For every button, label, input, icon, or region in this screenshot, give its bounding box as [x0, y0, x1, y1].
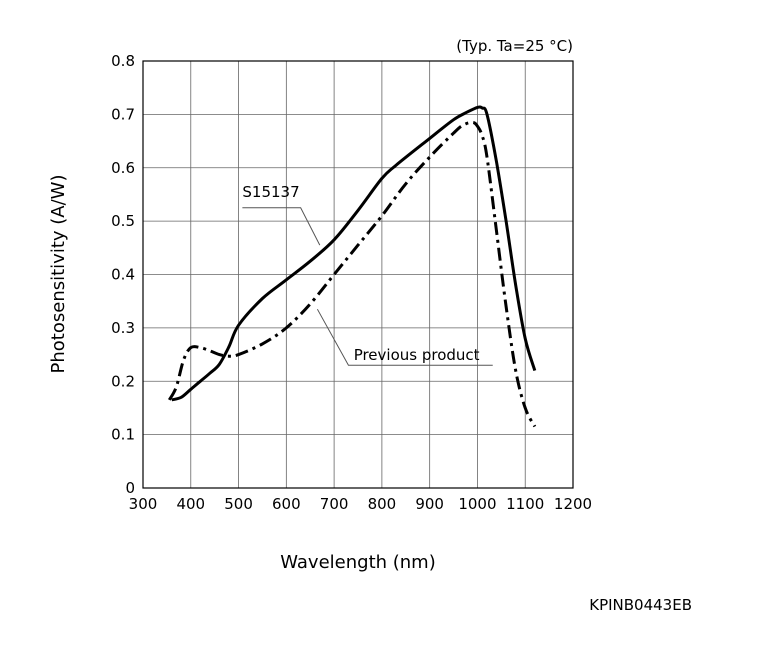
- x-tick-label: 1000: [458, 495, 496, 513]
- x-tick-label: 500: [224, 495, 253, 513]
- annotation-previous-product-leader: [316, 308, 493, 366]
- series-lines: [167, 105, 537, 428]
- series-line-s15137: [171, 105, 537, 402]
- plot-frame: [142, 60, 574, 489]
- x-tick-label: 600: [272, 495, 301, 513]
- y-tick-label: 0.1: [111, 426, 135, 444]
- y-tick-label: 0.4: [111, 266, 135, 284]
- y-tick-label: 0.7: [111, 105, 135, 123]
- x-tick-label: 800: [368, 495, 397, 513]
- x-tick-label: 400: [176, 495, 205, 513]
- y-tick-label: 0.3: [111, 319, 135, 337]
- y-tick-label: 0.2: [111, 372, 135, 390]
- x-tick-label: 1100: [506, 495, 544, 513]
- annotation-s15137: S15137: [242, 183, 299, 201]
- annotations: S15137 Previous product: [242, 183, 493, 366]
- x-tick-labels: 300 400 500 600 700 800 900 1000 1100 1200: [129, 495, 592, 513]
- condition-note: (Typ. Ta=25 °C): [456, 37, 573, 55]
- grid: [143, 61, 573, 488]
- y-tick-label: 0.5: [111, 212, 135, 230]
- document-code: KPINB0443EB: [589, 596, 692, 614]
- x-axis-label: Wavelength (nm): [280, 552, 436, 573]
- annotation-s15137-leader: [242, 207, 321, 246]
- annotation-previous-product: Previous product: [354, 346, 480, 364]
- x-tick-label: 700: [320, 495, 349, 513]
- y-tick-label: 0.6: [111, 159, 135, 177]
- series-line-previous-product: [167, 120, 537, 428]
- y-tick-label: 0: [125, 479, 135, 497]
- y-tick-labels: 0 0.1 0.2 0.3 0.4 0.5 0.6 0.7 0.8: [111, 52, 135, 497]
- x-tick-label: 1200: [554, 495, 592, 513]
- x-tick-label: 300: [129, 495, 158, 513]
- y-axis-label: Photosensitivity (A/W): [48, 175, 69, 374]
- y-tick-label: 0.8: [111, 52, 135, 70]
- x-tick-label: 900: [415, 495, 444, 513]
